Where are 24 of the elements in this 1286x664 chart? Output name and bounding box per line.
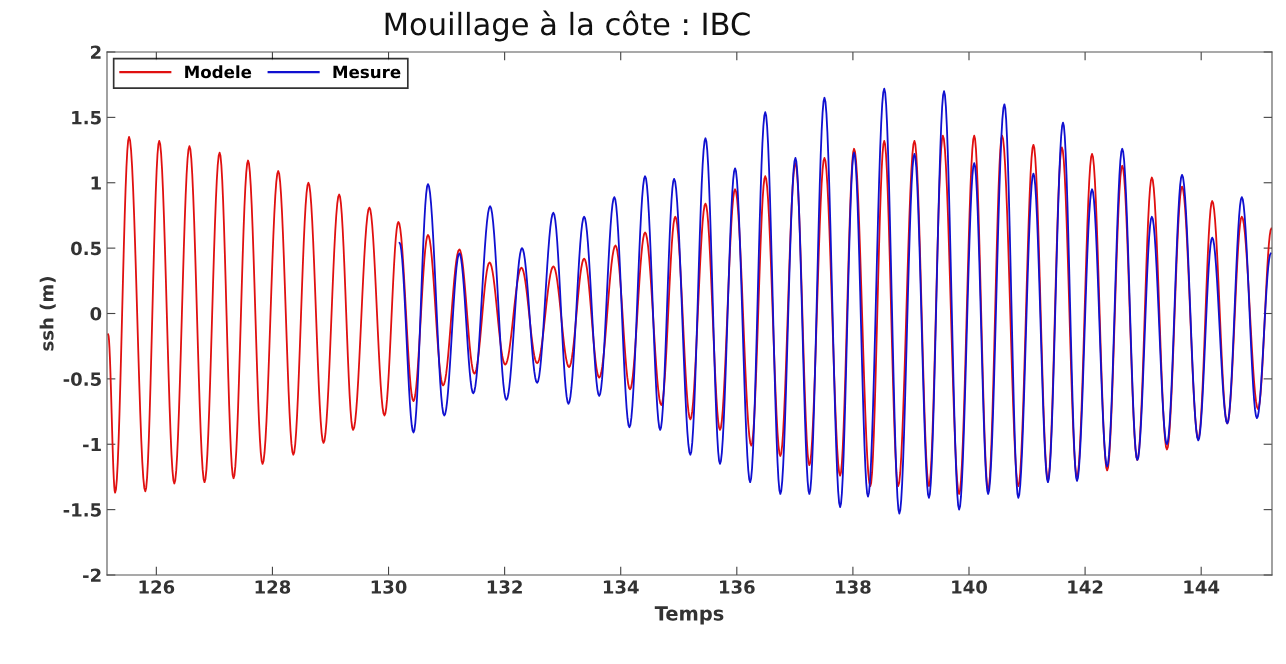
legend-label: Mesure [333,65,401,79]
x-tick-label: 134 [603,580,639,594]
x-tick-label: 128 [255,580,291,594]
x-tick-label: 140 [952,580,987,594]
legend-label: Modele [185,65,252,79]
y-tick-label: 0 [90,306,102,321]
x-tick-label: 138 [836,580,871,594]
x-tick-label: 142 [1068,580,1103,594]
y-tick-label: -1.5 [63,503,101,517]
y-axis-title: ssh (m) [39,277,56,351]
y-tick-label: 1.5 [72,111,101,125]
y-tick-label: 2 [91,45,101,59]
x-tick-label: 144 [1184,580,1220,594]
y-tick-label: -1 [83,437,101,452]
x-tick-label: 136 [720,580,755,594]
y-tick-label: 0.5 [71,241,101,256]
x-tick-label: 130 [371,580,407,594]
y-tick-label: -2 [83,568,101,582]
x-tick-label: 126 [139,580,175,594]
y-tick-label: -0.5 [63,372,101,386]
y-tick-label: 1 [91,176,101,190]
chart-title: Mouillage à la côte : IBC [385,10,750,42]
x-tick-label: 132 [487,580,522,594]
x-axis-title: Temps [654,606,724,625]
